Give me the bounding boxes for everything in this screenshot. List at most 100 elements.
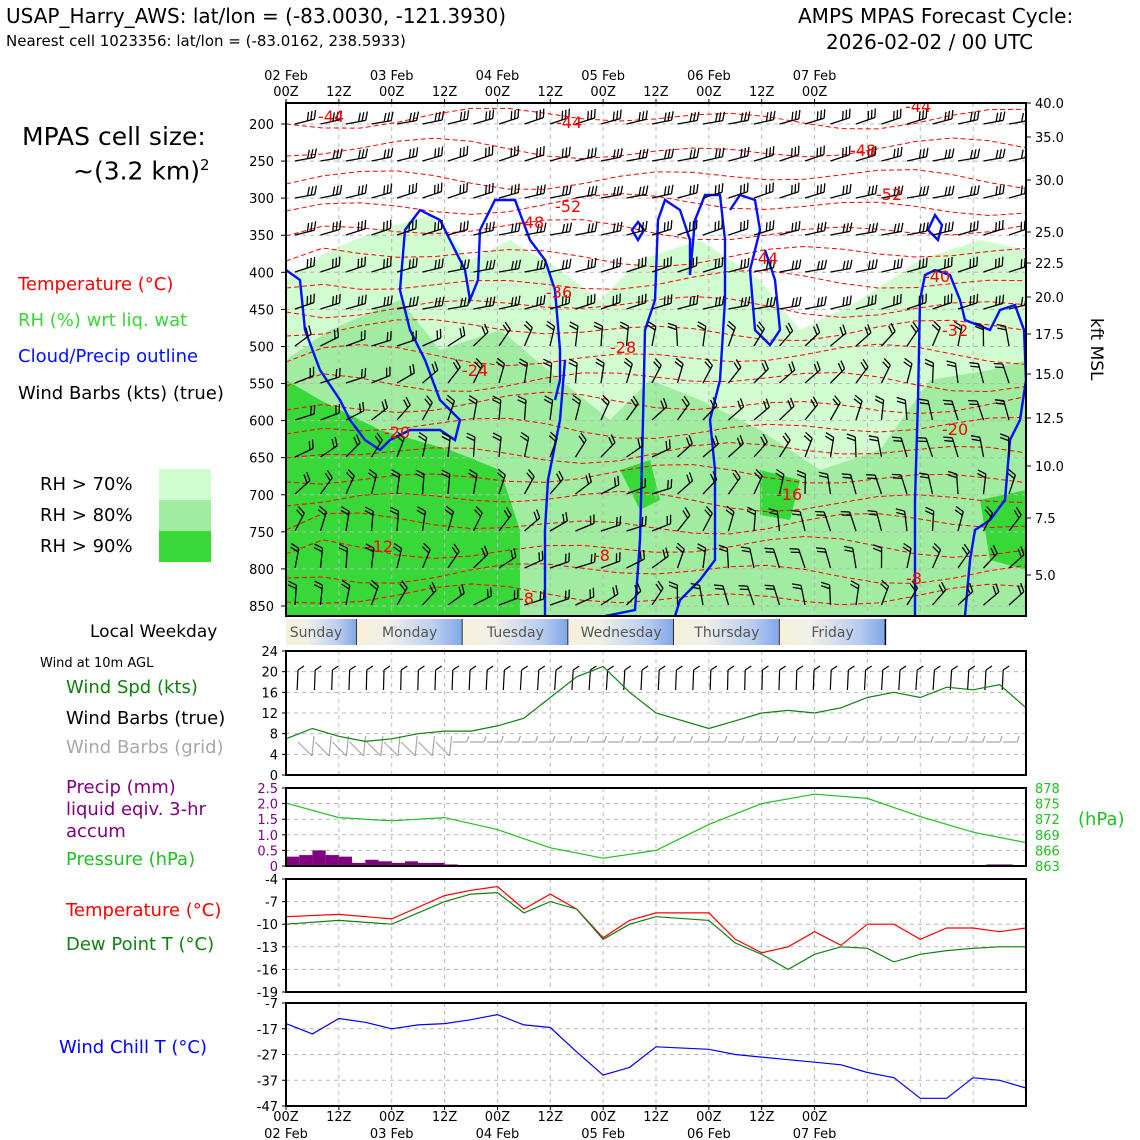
- wind-barb-feather: [710, 399, 715, 409]
- wind-barb-feather: [760, 436, 766, 446]
- wind-barb-feather: [769, 111, 773, 121]
- wind-barb-true-feather: [658, 665, 666, 671]
- wind-barb-feather: [787, 400, 793, 409]
- temperature-contour: [286, 535, 1026, 559]
- wind-barb-feather: [944, 186, 948, 196]
- pressure-tick-label: 850: [249, 600, 274, 615]
- wind-barb-feather: [645, 220, 648, 230]
- wind-barb-feather: [415, 257, 418, 267]
- precip-bar: [286, 856, 300, 866]
- pressure-tick-label: 863: [1035, 860, 1060, 875]
- wind-barb-feather: [896, 295, 899, 305]
- wind-barb-feather: [893, 148, 896, 158]
- wind-barb-feather: [517, 399, 526, 405]
- wind-barb-feather: [816, 361, 821, 371]
- wind-barb-grid: [314, 741, 330, 757]
- wind-barb-feather: [951, 148, 955, 158]
- wind-barb-grid-feather: [311, 735, 315, 757]
- wind-barb-feather: [417, 506, 426, 512]
- top-date-label: 07 Feb: [793, 69, 837, 84]
- wind-barb-feather: [326, 469, 333, 479]
- wind-barb-feather: [668, 439, 671, 449]
- wind-barb-feather: [408, 185, 411, 195]
- wind-barb-feather: [834, 395, 841, 404]
- wind-barb-true: [898, 669, 901, 691]
- wind-barb-grid-feather: [724, 735, 728, 743]
- wind-barb-feather: [492, 296, 496, 306]
- wind-barb-feather: [860, 361, 867, 371]
- wind-barb-feather: [874, 184, 878, 194]
- wind-barb-feather: [459, 328, 463, 338]
- wind-barb-feather: [862, 358, 869, 368]
- wind-barb-feather: [999, 433, 1009, 438]
- precip-bar: [418, 862, 432, 866]
- wind-barb-feather: [481, 326, 486, 335]
- wind-panel-title: Wind at 10m AGL: [40, 656, 154, 671]
- kft-tick-label: 35.0: [1035, 131, 1064, 146]
- wind-barb-feather: [434, 148, 437, 158]
- y-tick-label: 0: [270, 769, 278, 784]
- wind-barb-feather: [675, 357, 684, 365]
- wind-barb-feather: [772, 220, 775, 230]
- wind-barb-feather: [546, 320, 555, 328]
- wind-barb-feather: [390, 295, 393, 305]
- wind-barb-feather: [904, 357, 913, 365]
- wind-barb-feather: [922, 222, 926, 232]
- wind-barb-feather: [663, 112, 667, 122]
- wind-barb-feather: [565, 185, 569, 195]
- wind-barb-feather: [974, 325, 984, 331]
- cell-size-exponent: 2: [200, 156, 210, 174]
- wind-barb-feather: [415, 182, 418, 192]
- wind-barb-feather: [390, 147, 394, 158]
- wind-barb-feather: [543, 398, 553, 405]
- wind-barb-feather: [896, 223, 901, 233]
- wind-barb-feather: [389, 331, 392, 341]
- wind-barb-feather: [332, 149, 336, 159]
- wind-barb-feather: [588, 473, 593, 483]
- wind-barb-grid-feather: [913, 735, 917, 743]
- legend-temperature-2m: Temperature (°C): [66, 900, 222, 921]
- wind-barb-feather: [947, 186, 952, 196]
- wind-barb-feather: [539, 591, 542, 601]
- wind-barb-feather: [743, 147, 747, 157]
- wind-barb-feather: [594, 321, 603, 327]
- top-hour-label: 12Z: [749, 85, 775, 100]
- wind-barb-feather: [324, 472, 331, 482]
- wind-barb-feather: [815, 510, 825, 513]
- wind-barb-feather: [408, 297, 412, 307]
- wind-barb-feather: [773, 296, 777, 306]
- wind-barb-feather: [689, 185, 692, 195]
- wind-barb-feather: [714, 112, 719, 122]
- wind-barb-feather: [973, 185, 977, 195]
- wind-barb-true: [519, 669, 523, 691]
- wind-barb-feather: [462, 146, 465, 157]
- wind-barb-feather: [364, 506, 374, 512]
- wind-barb-grid-feather: [603, 735, 607, 743]
- wind-barb-feather: [849, 259, 853, 269]
- wind-barb-feather: [764, 584, 774, 587]
- wind-barb-feather: [369, 583, 378, 591]
- wind-barb-feather: [368, 468, 377, 476]
- temperature-contour: [286, 137, 1026, 160]
- wind-barb-feather: [998, 295, 1001, 305]
- wind-barb-feather: [615, 585, 619, 595]
- pressure-tick-label: 350: [249, 229, 274, 244]
- wind-barb-feather: [481, 548, 486, 557]
- wind-barb-feather: [922, 148, 926, 158]
- wind-barb-feather: [696, 546, 706, 553]
- wind-barb-feather: [371, 579, 379, 587]
- wind-barb-feather: [816, 297, 820, 307]
- wind-barb-feather: [418, 435, 427, 442]
- wind-barb-feather: [933, 320, 941, 329]
- wind-barb-feather: [665, 440, 668, 451]
- temperature-contour-label: -48: [850, 141, 876, 160]
- wind-barb-true-feather: [916, 665, 924, 671]
- wind-barb-feather: [1020, 582, 1025, 592]
- wind-barb-true-feather: [1002, 665, 1010, 671]
- wind-barb-feather: [495, 361, 504, 368]
- wind-barb-feather: [871, 185, 875, 195]
- wind-barb-true: [468, 669, 471, 691]
- wind-barb-feather: [290, 543, 300, 549]
- kft-tick-label: 25.0: [1035, 226, 1064, 241]
- wind-barb-true-feather: [435, 665, 442, 671]
